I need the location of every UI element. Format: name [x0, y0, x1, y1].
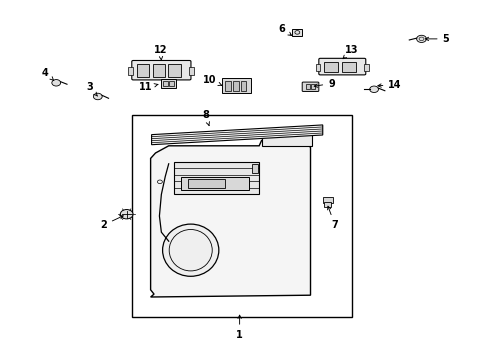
Polygon shape: [150, 140, 310, 297]
FancyBboxPatch shape: [318, 58, 365, 75]
Circle shape: [120, 210, 133, 219]
Bar: [311, 84, 315, 89]
Text: 8: 8: [202, 110, 209, 126]
Bar: [233, 81, 238, 91]
Bar: [315, 64, 320, 71]
Polygon shape: [188, 179, 224, 188]
Circle shape: [369, 86, 378, 93]
Text: 13: 13: [342, 45, 358, 59]
Polygon shape: [151, 125, 322, 145]
Text: 12: 12: [153, 45, 167, 60]
Text: 9: 9: [314, 78, 334, 89]
Bar: [132, 115, 351, 317]
Bar: [341, 62, 355, 72]
Bar: [168, 64, 181, 77]
Text: 10: 10: [202, 75, 221, 85]
Bar: [292, 29, 302, 36]
Bar: [225, 81, 230, 91]
Text: 3: 3: [86, 82, 97, 96]
Polygon shape: [261, 133, 311, 146]
Bar: [189, 67, 194, 75]
Circle shape: [416, 35, 426, 42]
Text: 7: 7: [327, 206, 338, 230]
Bar: [152, 64, 165, 77]
Bar: [324, 202, 330, 207]
Ellipse shape: [162, 224, 219, 276]
Text: 2: 2: [100, 216, 123, 230]
Bar: [163, 81, 168, 86]
Circle shape: [93, 93, 102, 100]
Circle shape: [52, 80, 61, 86]
Bar: [222, 78, 250, 93]
Text: 6: 6: [278, 24, 291, 35]
Bar: [364, 64, 368, 71]
Text: 4: 4: [42, 68, 54, 81]
Polygon shape: [251, 164, 258, 173]
FancyBboxPatch shape: [302, 82, 318, 91]
Bar: [322, 197, 332, 203]
Bar: [241, 81, 246, 91]
Text: 11: 11: [139, 82, 158, 93]
Text: 5: 5: [425, 34, 448, 44]
Bar: [305, 84, 309, 89]
Bar: [128, 67, 133, 75]
Bar: [137, 64, 149, 77]
FancyBboxPatch shape: [132, 60, 190, 80]
Polygon shape: [173, 162, 259, 194]
Bar: [169, 81, 174, 86]
Text: 1: 1: [236, 315, 243, 340]
Text: 14: 14: [377, 80, 401, 90]
Polygon shape: [181, 177, 249, 190]
Bar: [324, 62, 337, 72]
Bar: [161, 79, 176, 88]
